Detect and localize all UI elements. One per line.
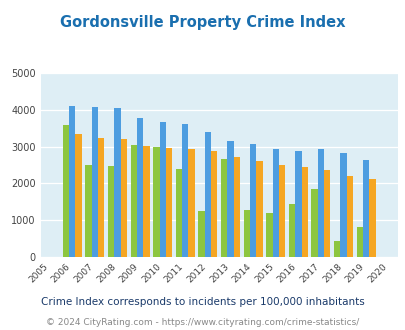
Bar bbox=[198, 211, 204, 257]
Bar bbox=[249, 144, 256, 257]
Text: © 2024 CityRating.com - https://www.cityrating.com/crime-statistics/: © 2024 CityRating.com - https://www.city… bbox=[46, 318, 359, 327]
Bar bbox=[75, 134, 81, 257]
Bar bbox=[85, 165, 92, 257]
Bar bbox=[175, 169, 182, 257]
Bar bbox=[159, 122, 166, 257]
Bar bbox=[323, 170, 330, 257]
Bar bbox=[114, 108, 120, 257]
Bar bbox=[153, 147, 159, 257]
Bar bbox=[340, 153, 346, 257]
Bar bbox=[272, 149, 278, 257]
Text: Gordonsville Property Crime Index: Gordonsville Property Crime Index bbox=[60, 15, 345, 30]
Bar bbox=[311, 189, 317, 257]
Bar bbox=[143, 146, 149, 257]
Bar bbox=[266, 213, 272, 257]
Bar bbox=[108, 166, 114, 257]
Bar bbox=[120, 139, 127, 257]
Bar bbox=[243, 210, 249, 257]
Bar bbox=[317, 149, 323, 257]
Bar bbox=[256, 161, 262, 257]
Bar bbox=[98, 138, 104, 257]
Text: Crime Index corresponds to incidents per 100,000 inhabitants: Crime Index corresponds to incidents per… bbox=[41, 297, 364, 307]
Bar bbox=[182, 124, 188, 257]
Bar bbox=[220, 159, 227, 257]
Bar bbox=[188, 149, 194, 257]
Bar bbox=[166, 148, 172, 257]
Bar bbox=[136, 118, 143, 257]
Bar bbox=[233, 157, 239, 257]
Bar bbox=[130, 145, 136, 257]
Bar bbox=[288, 204, 294, 257]
Bar bbox=[204, 132, 211, 257]
Bar bbox=[356, 227, 362, 257]
Bar bbox=[211, 151, 217, 257]
Bar bbox=[69, 106, 75, 257]
Bar bbox=[333, 241, 340, 257]
Bar bbox=[362, 160, 369, 257]
Bar bbox=[301, 167, 307, 257]
Bar bbox=[227, 141, 233, 257]
Bar bbox=[278, 165, 285, 257]
Bar bbox=[294, 151, 301, 257]
Bar bbox=[92, 107, 98, 257]
Bar bbox=[63, 125, 69, 257]
Bar bbox=[346, 177, 352, 257]
Bar bbox=[369, 179, 375, 257]
